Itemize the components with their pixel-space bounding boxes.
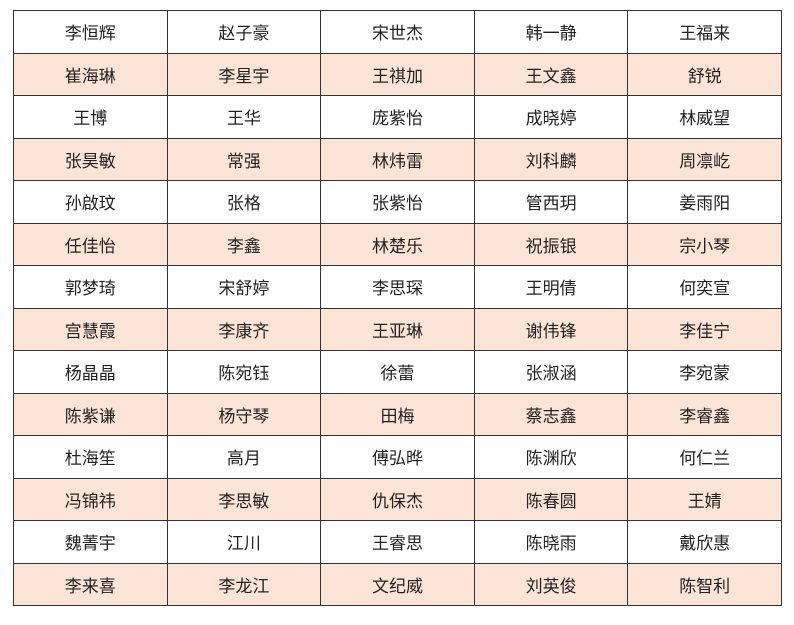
name-cell: 李龙江 (166, 562, 322, 606)
name-cell: 祝振银 (473, 222, 629, 266)
table-row: 魏菁宇 江川 王睿思 陈晓雨 戴欣惠 (13, 520, 782, 564)
table-row: 杨晶晶 陈宛钰 徐蕾 张淑涵 李宛蒙 (13, 350, 782, 394)
name-cell: 常强 (166, 137, 322, 181)
name-cell: 田梅 (320, 392, 475, 436)
table-row: 张昊敏 常强 林炜雷 刘科麟 周凛屹 (13, 137, 782, 181)
name-cell: 李恒辉 (13, 10, 168, 54)
name-cell: 韩一静 (473, 10, 629, 54)
name-cell: 李康齐 (166, 307, 322, 351)
name-cell: 宋世杰 (320, 10, 475, 54)
name-cell: 张昊敏 (13, 137, 168, 181)
name-cell: 高月 (166, 435, 322, 479)
name-cell: 任佳怡 (13, 222, 168, 266)
name-cell: 成晓婷 (473, 95, 629, 139)
name-cell: 张淑涵 (473, 350, 629, 394)
name-cell: 江川 (166, 520, 322, 564)
name-cell: 宗小琴 (627, 222, 782, 266)
name-cell: 宫慧霞 (13, 307, 168, 351)
name-cell: 李佳宁 (627, 307, 782, 351)
name-cell: 刘科麟 (473, 137, 629, 181)
name-cell: 宋舒婷 (166, 265, 322, 309)
name-cell: 王亚琳 (320, 307, 475, 351)
table-row: 孙啟玟 张格 张紫怡 管西玥 姜雨阳 (13, 180, 782, 224)
name-cell: 周凛屹 (627, 137, 782, 181)
name-cell: 陈春圆 (473, 477, 629, 521)
name-cell: 李宛蒙 (627, 350, 782, 394)
table-row: 宫慧霞 李康齐 王亚琳 谢伟锋 李佳宁 (13, 307, 782, 351)
name-cell: 李鑫 (166, 222, 322, 266)
table-row: 冯锦祎 李思敏 仇保杰 陈春圆 王婧 (13, 477, 782, 521)
name-cell: 杨守琴 (166, 392, 322, 436)
name-cell: 蔡志鑫 (473, 392, 629, 436)
name-cell: 陈晓雨 (473, 520, 629, 564)
table-row: 陈紫谦 杨守琴 田梅 蔡志鑫 李睿鑫 (13, 392, 782, 436)
name-cell: 魏菁宇 (13, 520, 168, 564)
name-cell: 何仁兰 (627, 435, 782, 479)
name-cell: 王福来 (627, 10, 782, 54)
name-cell: 谢伟锋 (473, 307, 629, 351)
name-cell: 姜雨阳 (627, 180, 782, 224)
name-cell: 李思琛 (320, 265, 475, 309)
name-cell: 张紫怡 (320, 180, 475, 224)
name-cell: 林威望 (627, 95, 782, 139)
name-cell: 陈渊欣 (473, 435, 629, 479)
name-cell: 冯锦祎 (13, 477, 168, 521)
name-cell: 王祺加 (320, 52, 475, 96)
name-cell: 陈宛钰 (166, 350, 322, 394)
table-row: 王博 王华 庞紫怡 成晓婷 林威望 (13, 95, 782, 139)
name-cell: 戴欣惠 (627, 520, 782, 564)
name-cell: 王博 (13, 95, 168, 139)
name-cell: 傅弘晔 (320, 435, 475, 479)
name-cell: 李星宇 (166, 52, 322, 96)
table-row: 李恒辉 赵子豪 宋世杰 韩一静 王福来 (13, 10, 782, 54)
table-row: 任佳怡 李鑫 林楚乐 祝振银 宗小琴 (13, 222, 782, 266)
table-row: 崔海琳 李星宇 王祺加 王文鑫 舒锐 (13, 52, 782, 96)
name-cell: 王睿思 (320, 520, 475, 564)
name-cell: 林炜雷 (320, 137, 475, 181)
name-cell: 王文鑫 (473, 52, 629, 96)
name-cell: 庞紫怡 (320, 95, 475, 139)
name-cell: 王婧 (627, 477, 782, 521)
name-cell: 管西玥 (473, 180, 629, 224)
name-cell: 王华 (166, 95, 322, 139)
name-cell: 崔海琳 (13, 52, 168, 96)
name-cell: 李睿鑫 (627, 392, 782, 436)
name-cell: 赵子豪 (166, 10, 322, 54)
name-cell: 徐蕾 (320, 350, 475, 394)
name-cell: 郭梦琦 (13, 265, 168, 309)
table-row: 杜海笙 高月 傅弘晔 陈渊欣 何仁兰 (13, 435, 782, 479)
name-cell: 张格 (166, 180, 322, 224)
name-cell: 文纪威 (320, 562, 475, 606)
name-cell: 李来喜 (13, 562, 168, 606)
name-cell: 杜海笙 (13, 435, 168, 479)
name-cell: 王明倩 (473, 265, 629, 309)
name-cell: 林楚乐 (320, 222, 475, 266)
name-cell: 陈紫谦 (13, 392, 168, 436)
name-cell: 李思敏 (166, 477, 322, 521)
name-cell: 孙啟玟 (13, 180, 168, 224)
name-cell: 舒锐 (627, 52, 782, 96)
table-row: 李来喜 李龙江 文纪威 刘英俊 陈智利 (13, 562, 782, 606)
table-row: 郭梦琦 宋舒婷 李思琛 王明倩 何奕宣 (13, 265, 782, 309)
name-cell: 刘英俊 (473, 562, 629, 606)
name-table: 李恒辉 赵子豪 宋世杰 韩一静 王福来 崔海琳 李星宇 王祺加 王文鑫 舒锐 王博 王华 庞紫怡 成晓婷林… (13, 10, 782, 606)
name-cell: 仇保杰 (320, 477, 475, 521)
name-cell: 杨晶晶 (13, 350, 168, 394)
name-cell: 陈智利 (627, 562, 782, 606)
name-cell: 何奕宣 (627, 265, 782, 309)
